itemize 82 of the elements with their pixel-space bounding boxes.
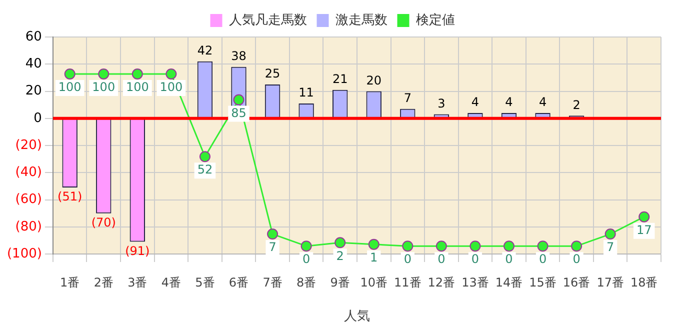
legend-label: 検定値	[416, 12, 455, 28]
data-label: 38	[231, 48, 246, 63]
data-label: 7	[404, 91, 412, 106]
data-label: (51)	[58, 190, 82, 204]
y-tick-label: (80)	[15, 219, 42, 234]
x-tick-label: 10番	[360, 275, 388, 290]
x-tick-label: 6番	[228, 275, 249, 290]
data-label: 0	[538, 252, 547, 266]
legend-label: 人気凡走馬数	[228, 12, 307, 28]
x-tick-label: 3番	[128, 275, 148, 290]
data-label: 85	[231, 106, 246, 120]
y-tick-label: (60)	[15, 192, 42, 208]
legend-label: 激走馬数	[335, 12, 388, 28]
point	[64, 68, 76, 80]
point	[267, 228, 278, 240]
x-tick-label: 5番	[195, 275, 215, 290]
data-label: 11	[298, 86, 314, 100]
point	[334, 237, 346, 248]
x-tick-label: 9番	[330, 275, 350, 290]
point	[132, 68, 143, 80]
data-label: 7	[606, 240, 614, 254]
x-tick-label: 4番	[161, 275, 182, 290]
data-label: 42	[197, 44, 213, 58]
point	[166, 68, 177, 80]
x-tick-label: 18番	[630, 275, 658, 290]
data-label: 21	[332, 72, 348, 86]
data-label: 2	[336, 248, 344, 263]
y-tick-label: 60	[25, 29, 42, 44]
point	[402, 240, 414, 252]
data-label: 1	[370, 250, 378, 264]
data-label: 100	[58, 80, 82, 94]
point	[233, 94, 244, 106]
point	[604, 228, 616, 240]
data-label: 2	[572, 98, 580, 112]
data-label: 3	[438, 96, 446, 110]
point	[300, 240, 312, 252]
data-label: 100	[92, 80, 116, 94]
x-axis-title: 人気	[344, 308, 370, 323]
data-label: 17	[636, 222, 652, 237]
data-label: 4	[538, 95, 547, 110]
x-tick-label: 8番	[296, 275, 316, 290]
x-tick-label: 15番	[529, 275, 556, 290]
x-tick-label: 2番	[94, 275, 114, 290]
data-label: (70)	[91, 215, 116, 230]
data-label: (91)	[125, 244, 150, 258]
y-tick-label: 20	[25, 84, 42, 99]
x-tick-label: 1番	[60, 275, 80, 290]
data-label: 4	[471, 95, 480, 110]
x-tick-label: 14番	[495, 275, 523, 290]
point	[199, 151, 210, 162]
point	[537, 240, 548, 252]
x-tick-label: 16番	[562, 275, 590, 290]
y-tick-label: 40	[25, 56, 42, 72]
data-label: 7	[268, 240, 276, 254]
point	[503, 240, 514, 252]
x-tick-label: 12番	[428, 275, 456, 290]
point	[368, 238, 380, 250]
point	[436, 240, 447, 252]
x-tick-label: 7番	[262, 275, 282, 290]
data-label: 0	[471, 252, 480, 266]
data-label: 0	[572, 252, 580, 266]
data-label: 100	[126, 80, 149, 94]
point	[98, 68, 110, 80]
y-tick-label: 0	[34, 110, 42, 126]
point	[470, 240, 481, 252]
point	[638, 211, 650, 222]
data-label: 25	[264, 66, 280, 81]
data-label: 0	[438, 252, 446, 266]
x-tick-label: 17番	[596, 275, 624, 290]
data-label: 20	[366, 73, 382, 88]
data-label: 0	[505, 252, 513, 266]
data-label: 100	[160, 80, 183, 94]
data-label: 0	[404, 252, 412, 266]
x-tick-label: 11番	[394, 275, 422, 290]
data-label: 4	[505, 95, 513, 110]
y-tick-label: (20)	[15, 138, 42, 153]
data-label: 52	[197, 162, 213, 177]
y-tick-label: (40)	[15, 165, 42, 180]
y-tick-label: (100)	[6, 246, 42, 262]
point	[571, 240, 582, 252]
data-label: 0	[302, 252, 310, 266]
x-tick-label: 13番	[462, 275, 489, 290]
